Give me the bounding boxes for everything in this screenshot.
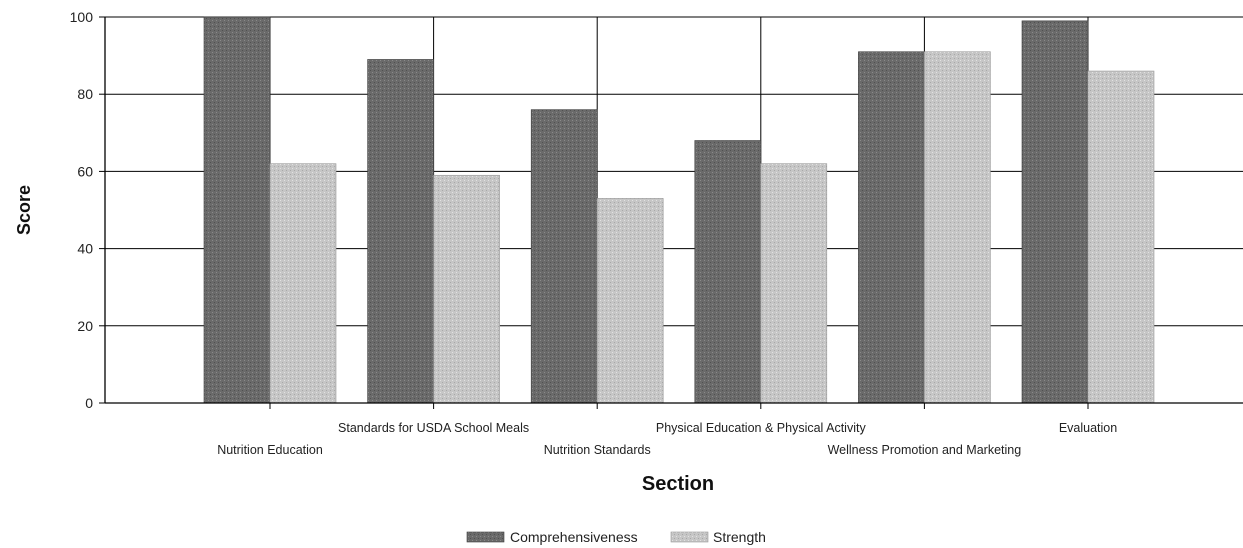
y-tick-label: 0 bbox=[85, 395, 93, 411]
bar-strength bbox=[269, 163, 337, 404]
bar-comprehensiveness bbox=[1021, 20, 1089, 404]
bar-strength bbox=[924, 51, 991, 404]
y-tick-label: 40 bbox=[77, 241, 93, 257]
x-axis-title: Section bbox=[642, 473, 714, 495]
bar-strength bbox=[760, 163, 828, 404]
x-category-label: Physical Education & Physical Activity bbox=[656, 421, 867, 435]
bar-comprehensiveness bbox=[203, 16, 271, 404]
y-tick-label: 20 bbox=[77, 318, 93, 334]
x-category-label: Wellness Promotion and Marketing bbox=[828, 443, 1022, 457]
x-category-label: Evaluation bbox=[1059, 421, 1117, 435]
bar-strength bbox=[433, 174, 500, 404]
legend-swatch-comprehensiveness bbox=[466, 531, 505, 543]
x-category-label: Nutrition Standards bbox=[544, 443, 651, 457]
legend-swatch-strength bbox=[670, 531, 709, 543]
bar-comprehensiveness bbox=[694, 140, 762, 404]
legend-label-comprehensiveness: Comprehensiveness bbox=[510, 529, 638, 545]
y-tick-label: 80 bbox=[77, 86, 93, 102]
x-category-label: Standards for USDA School Meals bbox=[338, 421, 529, 435]
x-axis-category-labels: Nutrition Education Standards for USDA Sc… bbox=[217, 421, 1117, 457]
bar-comprehensiveness bbox=[530, 109, 598, 404]
bar-strength bbox=[1087, 70, 1155, 404]
bar-strength bbox=[596, 198, 664, 404]
legend: Comprehensiveness Strength bbox=[466, 529, 766, 545]
bar-comprehensiveness bbox=[367, 59, 434, 404]
y-tick-label: 100 bbox=[70, 9, 94, 25]
y-axis-title: Score bbox=[14, 185, 34, 235]
bar-comprehensiveness bbox=[858, 51, 925, 404]
y-tick-label: 60 bbox=[77, 163, 93, 179]
y-axis-ticks: 0 20 40 60 80 100 bbox=[70, 9, 105, 411]
x-category-label: Nutrition Education bbox=[217, 443, 323, 457]
bars bbox=[203, 16, 1155, 404]
legend-label-strength: Strength bbox=[713, 529, 766, 545]
